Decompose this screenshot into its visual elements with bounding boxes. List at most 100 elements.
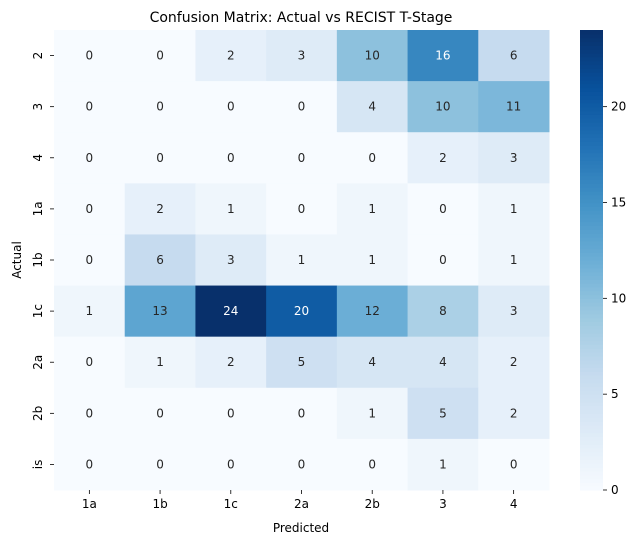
colorbar-segment xyxy=(580,95,603,100)
heatmap-cell xyxy=(124,387,196,440)
colorbar-segment xyxy=(580,83,603,89)
colorbar-segment xyxy=(580,187,603,192)
colorbar-segment xyxy=(580,398,603,403)
y-tick-label: is xyxy=(31,460,45,470)
cell-value-label: 6 xyxy=(510,49,518,63)
colorbar-segment xyxy=(580,279,603,284)
cell-value-label: 1 xyxy=(227,202,235,216)
colorbar-segment xyxy=(580,202,603,207)
cell-value-label: 13 xyxy=(152,304,167,318)
heatmap-cell xyxy=(336,438,409,491)
colorbar-segment xyxy=(580,394,603,399)
heatmap-cell xyxy=(54,183,126,235)
cell-value-label: 12 xyxy=(365,304,380,318)
cell-value-label: 0 xyxy=(86,100,94,114)
cell-value-label: 5 xyxy=(439,406,447,420)
colorbar-segment xyxy=(580,183,603,188)
colorbar-segment xyxy=(580,332,603,338)
heatmap-cell xyxy=(266,132,338,184)
cell-value-label: 8 xyxy=(439,304,447,318)
heatmap-cell xyxy=(336,336,409,389)
cell-value-label: 3 xyxy=(510,151,518,165)
colorbar: 0 5 10 15 20 xyxy=(580,30,626,497)
cell-value-label: 1 xyxy=(368,406,376,420)
colorbar-segment xyxy=(580,470,603,476)
cell-value-label: 0 xyxy=(86,151,94,165)
x-tick-label: 1c xyxy=(224,497,238,511)
y-tick-label: 1c xyxy=(31,304,45,318)
colorbar-segment xyxy=(580,152,603,158)
colorbar-segment xyxy=(580,463,603,468)
colorbar-segment xyxy=(580,191,603,196)
heatmap-cell xyxy=(54,234,126,287)
colorbar-segment xyxy=(580,344,603,349)
heatmap-cell xyxy=(407,285,479,338)
colorbar-segment xyxy=(580,298,603,303)
colorbar-segment xyxy=(580,175,603,181)
heatmap-cell xyxy=(195,387,267,440)
cell-value-label: 5 xyxy=(298,355,306,369)
colorbar-segment xyxy=(580,336,603,342)
colorbar-segment xyxy=(580,60,603,66)
colorbar-segment xyxy=(580,352,603,357)
y-tick-label: 2b xyxy=(31,406,45,421)
colorbar-segment xyxy=(580,49,603,54)
colorbar-segment xyxy=(580,359,603,365)
colorbar-segment xyxy=(580,421,603,426)
colorbar-segment xyxy=(580,440,603,445)
colorbar-segment xyxy=(580,122,603,127)
colorbar-segment xyxy=(580,72,603,77)
x-tick-label: 4 xyxy=(510,497,518,511)
heatmap-cell xyxy=(336,183,409,235)
cell-value-label: 10 xyxy=(365,49,380,63)
colorbar-segment xyxy=(580,137,603,142)
colorbar-segment xyxy=(580,363,603,368)
cell-value-label: 0 xyxy=(439,202,447,216)
cell-value-label: 0 xyxy=(368,457,376,471)
colorbar-segment xyxy=(580,53,603,58)
cell-value-label: 3 xyxy=(510,304,518,318)
cell-value-label: 2 xyxy=(510,406,518,420)
colorbar-segment xyxy=(580,125,603,131)
x-tick-label: 2a xyxy=(294,497,309,511)
heatmap-cell xyxy=(407,81,479,133)
x-tick-label: 1a xyxy=(82,497,97,511)
colorbar-segment xyxy=(580,79,603,85)
cell-value-label: 0 xyxy=(156,457,164,471)
colorbar-segment xyxy=(580,306,603,311)
colorbar-segment xyxy=(580,271,603,276)
heatmap-cell xyxy=(336,81,409,133)
cell-value-label: 20 xyxy=(294,304,309,318)
cell-value-label: 1 xyxy=(298,253,306,267)
heatmap-cell xyxy=(124,183,196,235)
cell-value-label: 0 xyxy=(298,100,306,114)
colorbar-segment xyxy=(580,45,603,50)
colorbar-segment xyxy=(580,156,603,161)
colorbar-segment xyxy=(580,390,603,395)
colorbar-segment xyxy=(580,30,603,35)
colorbar-segment xyxy=(580,256,603,261)
colorbar-tick-label: 0 xyxy=(611,483,619,497)
heatmap-cell xyxy=(407,438,479,491)
colorbar-segment xyxy=(580,217,603,223)
cell-value-label: 1 xyxy=(156,355,164,369)
cell-value-label: 6 xyxy=(156,253,164,267)
heatmap-cell xyxy=(54,81,126,133)
colorbar-segment xyxy=(580,424,603,430)
y-tick-label: 1b xyxy=(31,252,45,267)
colorbar-segment xyxy=(580,367,603,372)
colorbar-segment xyxy=(580,194,603,200)
heatmap-cell xyxy=(124,81,196,133)
colorbar-segment xyxy=(580,290,603,296)
colorbar-segment xyxy=(580,340,603,345)
x-tick-label: 1b xyxy=(152,497,167,511)
colorbar-segment xyxy=(580,405,603,411)
cell-value-label: 0 xyxy=(227,100,235,114)
cell-value-label: 3 xyxy=(227,253,235,267)
cell-value-label: 1 xyxy=(439,457,447,471)
heatmap-cell xyxy=(266,438,338,491)
heatmap-cell xyxy=(54,132,126,184)
colorbar-segment xyxy=(580,102,603,108)
colorbar-segment xyxy=(580,110,603,115)
